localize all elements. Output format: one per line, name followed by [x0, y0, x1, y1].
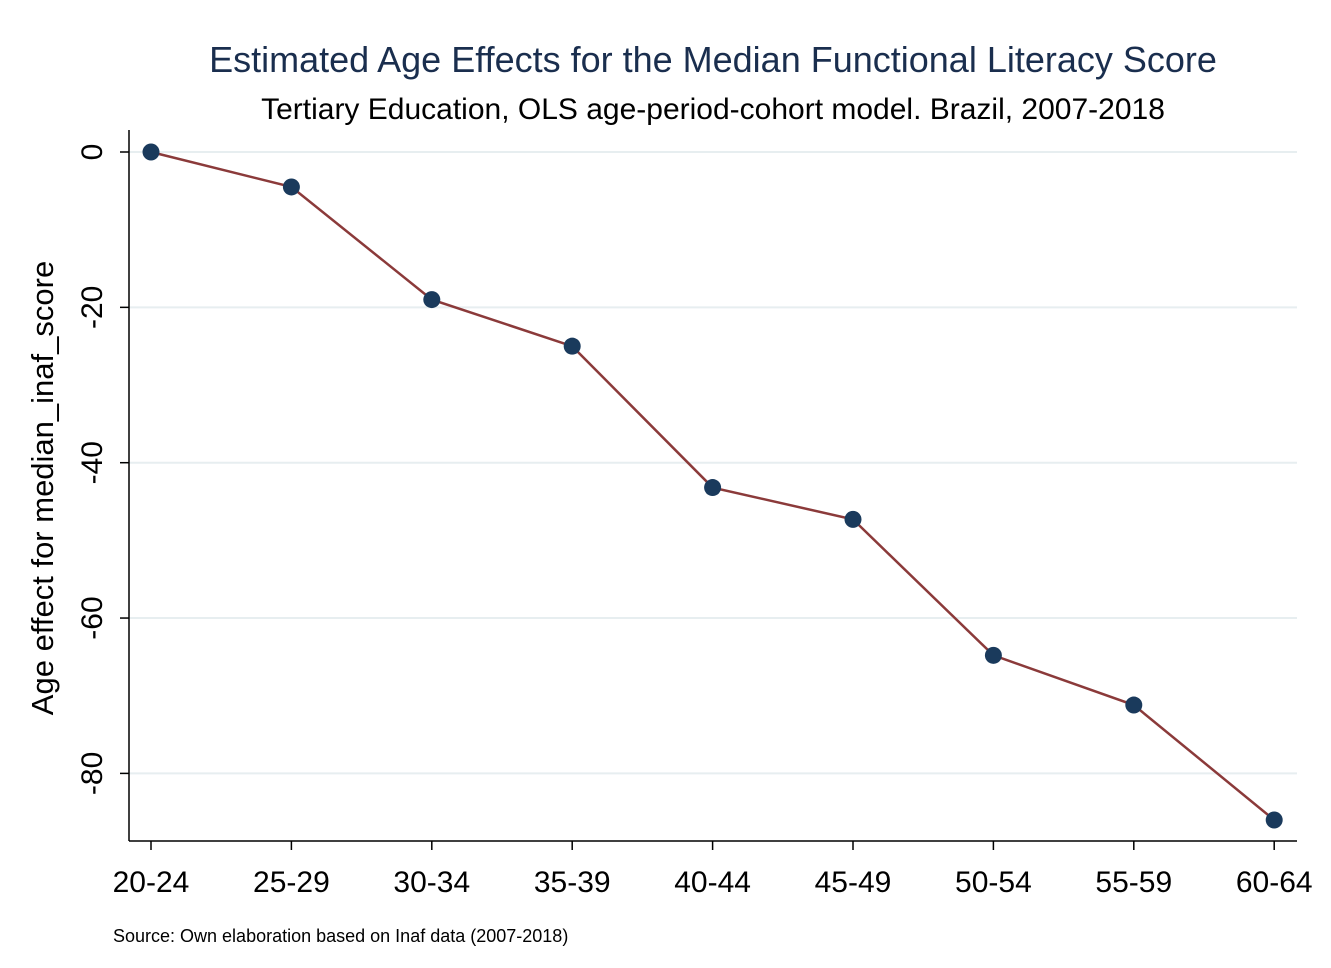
data-point — [563, 337, 581, 355]
x-ticks: 20-24 25-29 30-34 35-39 40-44 45-49 50-54 55-59… — [113, 841, 1313, 899]
source-note: Source: Own elaboration based on Inaf da… — [113, 926, 568, 946]
data-point — [1265, 811, 1283, 829]
y-ticks: 0 -20 -40 -60 -80 — [76, 144, 129, 795]
data-point — [142, 143, 160, 161]
x-tick-label: 45-49 — [815, 866, 892, 899]
x-tick-label: 50-54 — [955, 866, 1032, 899]
y-tick-label: -80 — [76, 752, 109, 795]
x-tick-label: 20-24 — [113, 866, 190, 899]
y-tick-label: -40 — [76, 441, 109, 484]
series — [142, 143, 1283, 829]
chart-subtitle: Tertiary Education, OLS age-period-cohor… — [261, 93, 1165, 126]
y-tick-label: 0 — [76, 144, 109, 161]
x-tick-label: 40-44 — [674, 866, 751, 899]
y-tick-label: -60 — [76, 596, 109, 639]
x-tick-label: 55-59 — [1095, 866, 1172, 899]
data-point — [984, 646, 1002, 664]
y-axis-label: Age effect for median_inaf_score — [25, 261, 60, 715]
y-tick-label: -20 — [76, 286, 109, 329]
data-point — [844, 510, 862, 528]
x-tick-label: 25-29 — [253, 866, 330, 899]
x-tick-label: 30-34 — [393, 866, 470, 899]
gridlines — [129, 151, 1297, 775]
data-point — [1125, 696, 1143, 714]
chart-title: Estimated Age Effects for the Median Fun… — [209, 39, 1217, 80]
x-tick-label: 35-39 — [534, 866, 611, 899]
data-point — [704, 479, 722, 497]
data-point — [423, 291, 441, 309]
data-point — [282, 178, 300, 196]
x-tick-label: 60-64 — [1236, 866, 1313, 899]
